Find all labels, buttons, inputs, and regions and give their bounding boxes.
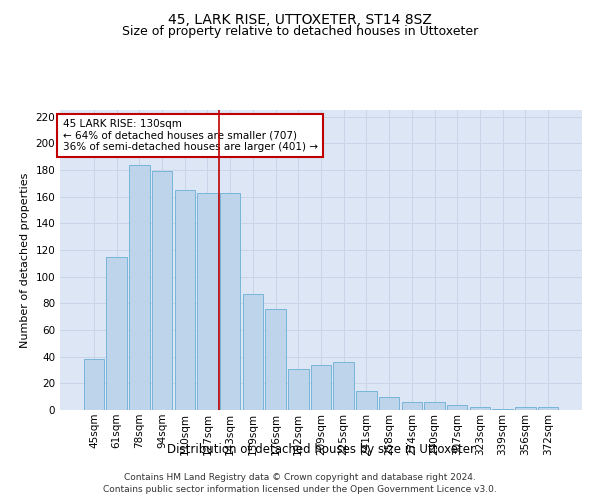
Text: 45 LARK RISE: 130sqm
← 64% of detached houses are smaller (707)
36% of semi-deta: 45 LARK RISE: 130sqm ← 64% of detached h… — [62, 119, 317, 152]
Bar — [356, 392, 377, 410]
Bar — [424, 402, 445, 410]
Y-axis label: Number of detached properties: Number of detached properties — [20, 172, 30, 348]
Bar — [311, 364, 331, 410]
Bar — [379, 396, 400, 410]
Text: 45, LARK RISE, UTTOXETER, ST14 8SZ: 45, LARK RISE, UTTOXETER, ST14 8SZ — [168, 12, 432, 26]
Bar — [106, 256, 127, 410]
Bar — [84, 360, 104, 410]
Bar — [220, 192, 241, 410]
Bar — [129, 164, 149, 410]
Text: Contains HM Land Registry data © Crown copyright and database right 2024.: Contains HM Land Registry data © Crown c… — [124, 472, 476, 482]
Bar — [470, 408, 490, 410]
Bar — [242, 294, 263, 410]
Bar — [197, 192, 218, 410]
Bar — [447, 404, 467, 410]
Bar — [538, 408, 558, 410]
Bar — [334, 362, 354, 410]
Text: Size of property relative to detached houses in Uttoxeter: Size of property relative to detached ho… — [122, 25, 478, 38]
Bar — [152, 172, 172, 410]
Text: Distribution of detached houses by size in Uttoxeter: Distribution of detached houses by size … — [167, 442, 475, 456]
Bar — [401, 402, 422, 410]
Bar — [175, 190, 195, 410]
Bar — [515, 408, 536, 410]
Bar — [265, 308, 286, 410]
Bar — [493, 408, 513, 410]
Text: Contains public sector information licensed under the Open Government Licence v3: Contains public sector information licen… — [103, 485, 497, 494]
Bar — [288, 368, 308, 410]
